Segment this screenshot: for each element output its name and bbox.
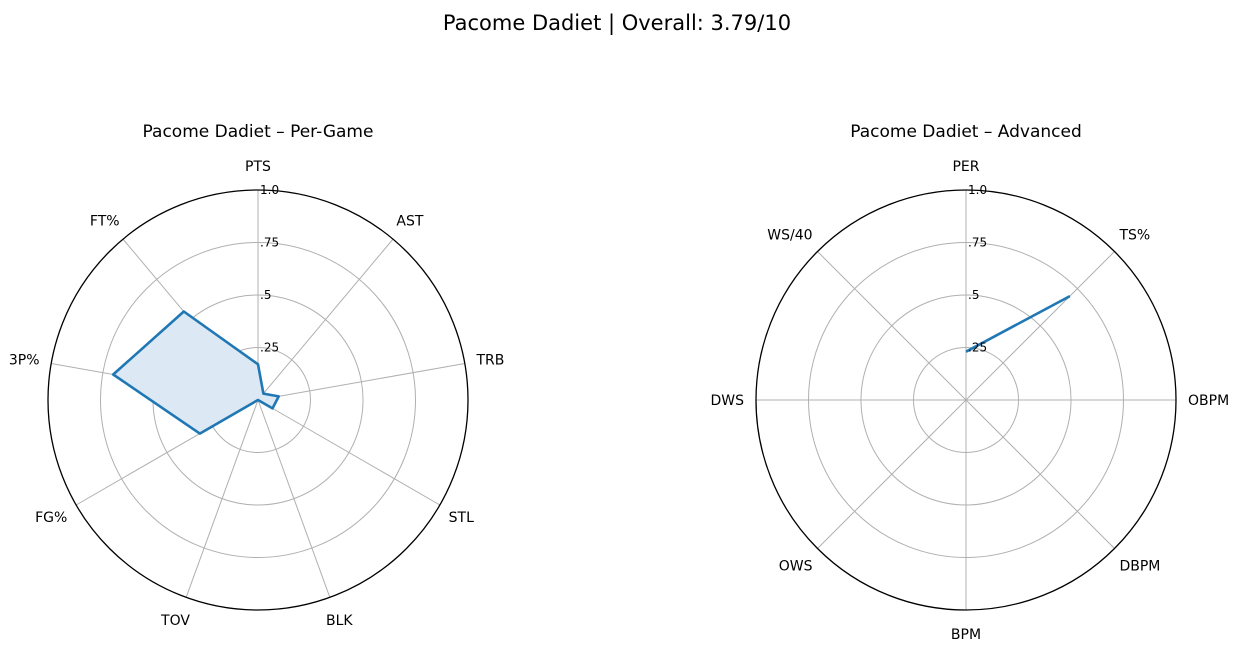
category-label-fg-pct: FG%: [35, 510, 67, 526]
category-label-blk: BLK: [326, 613, 353, 629]
rtick-label: .75: [968, 236, 987, 250]
rtick-label: .75: [260, 236, 279, 250]
spoke-ws-40: [817, 251, 967, 401]
polar-frame: [755, 189, 1177, 611]
spoke-tov: [185, 399, 259, 598]
category-label-ft-pct: FT%: [90, 214, 120, 230]
figure-suptitle: Pacome Dadiet | Overall: 3.79/10: [443, 11, 791, 36]
category-label-3p-pct: 3P%: [9, 352, 40, 368]
spoke-dbpm: [965, 399, 1115, 549]
rtick-label: 1.0: [968, 183, 987, 197]
category-label-trb: TRB: [475, 352, 504, 368]
category-label-stl: STL: [449, 510, 474, 526]
rtick-label: .25: [968, 341, 987, 355]
polar-frame: [47, 189, 469, 611]
category-label-ows: OWS: [779, 558, 813, 574]
chart-title-advanced: Pacome Dadiet – Advanced: [850, 122, 1082, 142]
radar-plot-advanced: .25 .5 .75 1.0 PER TS% OBPM DBPM BPM OWS DWS WS/40: [710, 159, 1229, 643]
category-label-per: PER: [952, 159, 979, 175]
category-label-ast: AST: [396, 214, 423, 230]
spoke-ast: [257, 238, 394, 401]
category-label-dbpm: DBPM: [1119, 558, 1160, 574]
radar-plot-per-game: .25 .5 .75 1.0 PTS AST TRB STL BLK TOV FG% 3P% FT%: [9, 159, 504, 629]
series-line: [111, 310, 281, 435]
category-label-obpm: OBPM: [1188, 393, 1229, 409]
category-label-dws: DWS: [710, 393, 744, 409]
spoke-stl: [257, 399, 441, 506]
category-label-pts: PTS: [245, 159, 271, 175]
rtick-label: 1.0: [260, 183, 279, 197]
spoke-ts-pct: [965, 251, 1115, 401]
spoke-trb: [257, 363, 465, 401]
spoke-ows: [817, 399, 967, 549]
rtick-label: .5: [260, 288, 271, 302]
category-label-ts-pct: TS%: [1118, 228, 1150, 244]
series-fill: [113, 311, 279, 434]
chart-title-per-game: Pacome Dadiet – Per-Game: [143, 122, 374, 142]
rtick-label: .25: [260, 341, 279, 355]
series-line: [965, 294, 1071, 353]
category-label-ws-40: WS/40: [767, 228, 812, 244]
category-label-bpm: BPM: [951, 627, 981, 643]
spoke-blk: [257, 399, 331, 598]
category-label-tov: TOV: [160, 613, 190, 629]
radar-chart-advanced: Pacome Dadiet – Advanced .25 .5 .75 1.0 PER T…: [710, 122, 1229, 643]
radar-chart-per-game: Pacome Dadiet – Per-Game .25 .5 .75 1.0 PTS A…: [9, 122, 504, 629]
rtick-label: .5: [968, 288, 979, 302]
